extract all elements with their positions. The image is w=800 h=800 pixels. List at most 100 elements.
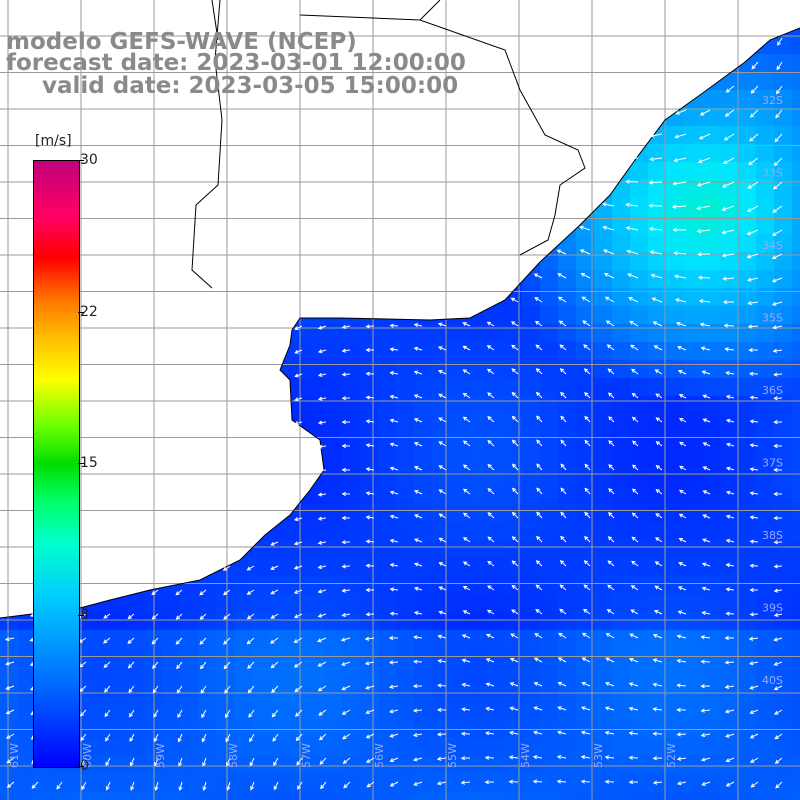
wind-arrow bbox=[389, 394, 399, 399]
wind-arrow bbox=[317, 540, 327, 545]
wind-arrow bbox=[436, 756, 447, 761]
wind-speed-cell bbox=[540, 270, 559, 289]
wind-arrow bbox=[725, 85, 735, 93]
wind-speed-cell bbox=[792, 198, 800, 217]
wind-arrow bbox=[724, 635, 735, 641]
wind-arrow bbox=[749, 109, 759, 118]
wind-speed-cell bbox=[738, 126, 757, 145]
wind-speed-cell bbox=[450, 396, 469, 415]
wind-speed-cell bbox=[792, 216, 800, 235]
wind-speed-cell bbox=[792, 396, 800, 415]
wind-speed-cell bbox=[396, 540, 415, 559]
wind-speed-cell bbox=[162, 738, 181, 757]
wind-speed-cell bbox=[414, 666, 433, 685]
wind-arrow bbox=[389, 323, 399, 328]
wind-arrow bbox=[655, 465, 663, 471]
wind-speed-cell bbox=[648, 288, 667, 307]
wind-speed-cell bbox=[378, 594, 397, 613]
land-mask bbox=[0, 0, 800, 618]
wind-speed-cell bbox=[324, 504, 343, 523]
wind-arrow bbox=[293, 541, 303, 546]
wind-speed-cell bbox=[540, 522, 559, 541]
wind-speed-cell bbox=[486, 378, 505, 397]
wind-arrow bbox=[628, 657, 639, 663]
wind-speed-cell bbox=[702, 144, 721, 163]
wind-arrow bbox=[341, 661, 351, 666]
wind-speed-cell bbox=[756, 216, 775, 235]
wind-speed-cell bbox=[684, 738, 703, 757]
wind-arrow bbox=[774, 133, 783, 143]
wind-arrow bbox=[584, 439, 591, 447]
wind-arrow bbox=[462, 369, 471, 375]
wind-arrow bbox=[413, 757, 423, 762]
wind-arrow bbox=[389, 466, 399, 471]
wind-speed-cell bbox=[342, 594, 361, 613]
wind-arrow bbox=[340, 637, 351, 642]
wind-speed-cell bbox=[630, 792, 649, 800]
wind-speed-cell bbox=[648, 252, 667, 271]
wind-speed-cell bbox=[324, 450, 343, 469]
wind-speed-cell bbox=[666, 180, 685, 199]
wind-speed-cell bbox=[522, 648, 541, 667]
wind-speed-cell bbox=[702, 594, 721, 613]
wind-speed-cell bbox=[576, 702, 595, 721]
wind-arrow bbox=[413, 370, 423, 375]
wind-speed-cell bbox=[198, 630, 217, 649]
wind-arrow bbox=[270, 589, 279, 595]
wind-arrow bbox=[487, 487, 495, 495]
wind-speed-cell bbox=[306, 738, 325, 757]
wind-arrow bbox=[270, 637, 279, 644]
wind-speed-cell bbox=[720, 486, 739, 505]
wind-speed-cell bbox=[666, 396, 685, 415]
wind-arrow bbox=[365, 685, 375, 690]
wind-speed-cell bbox=[414, 612, 433, 631]
wind-speed-cell bbox=[666, 648, 685, 667]
wind-speed-cell bbox=[414, 594, 433, 613]
wind-arrow bbox=[749, 539, 759, 544]
wind-speed-cell bbox=[90, 648, 109, 667]
wind-arrow bbox=[437, 322, 447, 327]
wind-speed-cell bbox=[756, 198, 775, 217]
wind-arrow bbox=[630, 585, 639, 591]
wind-arrow bbox=[293, 661, 303, 668]
wind-speed-cell bbox=[324, 360, 343, 379]
wind-speed-cell bbox=[612, 774, 631, 793]
wind-speed-cell bbox=[702, 432, 721, 451]
lon-label: 54W bbox=[519, 743, 532, 768]
wind-speed-cell bbox=[54, 774, 73, 793]
wind-speed-cell bbox=[612, 558, 631, 577]
wind-arrow bbox=[631, 512, 639, 519]
wind-arrow bbox=[648, 203, 663, 208]
wind-arrow bbox=[721, 181, 735, 188]
wind-arrow bbox=[80, 757, 87, 766]
wind-arrow bbox=[297, 781, 303, 790]
wind-arrow bbox=[341, 324, 351, 330]
wind-speed-cell bbox=[486, 324, 505, 343]
wind-arrow bbox=[389, 757, 399, 763]
wind-arrow bbox=[317, 589, 327, 594]
wind-speed-cell bbox=[396, 486, 415, 505]
wind-speed-cell bbox=[684, 432, 703, 451]
wind-arrow bbox=[581, 706, 591, 711]
wind-arrow bbox=[412, 683, 423, 689]
wind-arrow bbox=[672, 181, 687, 186]
wind-arrow bbox=[702, 394, 711, 399]
wind-speed-cell bbox=[270, 558, 289, 577]
wind-speed-cell bbox=[594, 450, 613, 469]
wind-arrow bbox=[317, 564, 327, 570]
wind-arrow bbox=[511, 584, 519, 591]
wind-speed-cell bbox=[90, 630, 109, 649]
wind-arrow bbox=[608, 487, 615, 495]
wind-arrow bbox=[697, 275, 711, 280]
wind-speed-cell bbox=[612, 792, 631, 800]
wind-speed-cell bbox=[522, 612, 541, 631]
wind-speed-cell bbox=[216, 612, 235, 631]
wind-speed-cell bbox=[738, 324, 757, 343]
wind-arrow bbox=[176, 685, 183, 694]
wind-speed-cell bbox=[666, 774, 685, 793]
wind-arrow bbox=[700, 733, 711, 738]
wind-arrow bbox=[583, 368, 591, 375]
wind-speed-cell bbox=[666, 738, 685, 757]
wind-speed-cell bbox=[540, 360, 559, 379]
